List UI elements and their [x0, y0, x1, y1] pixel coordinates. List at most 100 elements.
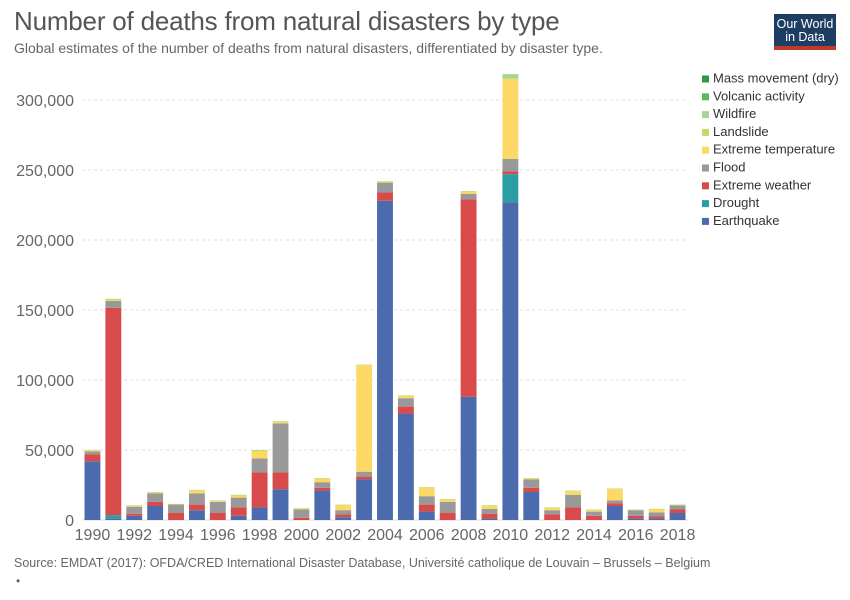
bar-segment-landslide-1996[interactable]: [209, 500, 226, 502]
bar-segment-extreme-weather-2013[interactable]: [565, 507, 582, 520]
bar-segment-extreme-temperature-2004[interactable]: [377, 181, 393, 183]
bar-segment-flood-2008[interactable]: [460, 193, 477, 200]
legend-label[interactable]: Landslide: [713, 124, 769, 139]
bar-segment-flood-1993[interactable]: [147, 493, 164, 502]
bar-segment-flood-1999[interactable]: [272, 423, 289, 473]
bar-segment-landslide-1999[interactable]: [272, 421, 289, 422]
legend-label[interactable]: Extreme temperature: [713, 142, 835, 157]
bar-segment-extreme-weather-1994[interactable]: [168, 513, 184, 520]
bar-segment-earthquake-1998[interactable]: [251, 507, 268, 520]
bar-segment-flood-2004[interactable]: [377, 182, 393, 193]
bar-segment-extreme-weather-2000[interactable]: [293, 517, 310, 520]
bar-segment-landslide-2006[interactable]: [418, 487, 435, 488]
bar-segment-extreme-temperature-2000[interactable]: [293, 508, 310, 510]
bar-segment-extreme-temperature-2011[interactable]: [523, 478, 540, 480]
bar-segment-flood-2003[interactable]: [356, 471, 373, 477]
bar-segment-flood-2010[interactable]: [502, 158, 519, 172]
bar-segment-extreme-weather-1990[interactable]: [84, 454, 101, 462]
bar-segment-flood-2015[interactable]: [606, 500, 623, 504]
bar-segment-landslide-1992[interactable]: [126, 505, 143, 506]
bar-segment-flood-1996[interactable]: [209, 501, 226, 513]
legend-label[interactable]: Volcanic activity: [713, 88, 805, 103]
bar-segment-landslide-2017[interactable]: [648, 508, 665, 510]
bar-segment-flood-2006[interactable]: [418, 496, 435, 505]
bar-segment-flood-2018[interactable]: [669, 505, 686, 510]
bar-segment-extreme-temperature-2009[interactable]: [481, 506, 498, 509]
bar-segment-landslide-2002[interactable]: [335, 504, 352, 506]
bar-segment-extreme-weather-2007[interactable]: [439, 513, 456, 520]
bar-segment-extreme-temperature-2008[interactable]: [460, 191, 477, 194]
bar-segment-flood-1998[interactable]: [251, 458, 268, 473]
bar-segment-extreme-weather-2001[interactable]: [314, 487, 331, 491]
bar-segment-flood-1994[interactable]: [168, 504, 184, 513]
bar-segment-flood-1997[interactable]: [230, 497, 247, 508]
bar-segment-landslide-2005[interactable]: [397, 395, 414, 397]
bar-segment-extreme-temperature-2012[interactable]: [544, 508, 561, 511]
bar-segment-extreme-temperature-1993[interactable]: [147, 492, 164, 494]
bar-segment-extreme-weather-1996[interactable]: [209, 513, 226, 520]
bar-segment-extreme-temperature-2001[interactable]: [314, 478, 331, 483]
bar-segment-extreme-weather-2014[interactable]: [586, 515, 602, 520]
legend-label[interactable]: Mass movement (dry): [713, 71, 839, 86]
bar-segment-extreme-temperature-2013[interactable]: [565, 491, 582, 495]
bar-segment-extreme-weather-1993[interactable]: [147, 501, 164, 506]
bar-segment-earthquake-2001[interactable]: [314, 490, 331, 520]
bar-segment-earthquake-2015[interactable]: [606, 506, 623, 520]
bar-segment-landslide-1991[interactable]: [105, 298, 122, 301]
bar-segment-extreme-weather-2010[interactable]: [502, 171, 519, 175]
bar-segment-earthquake-2008[interactable]: [460, 396, 477, 520]
bar-segment-landslide-1990[interactable]: [84, 450, 101, 451]
bar-segment-extreme-temperature-2005[interactable]: [397, 396, 414, 399]
bar-segment-earthquake-2016[interactable]: [627, 518, 644, 520]
bar-segment-extreme-temperature-1998[interactable]: [251, 451, 268, 459]
bar-segment-landslide-2013[interactable]: [565, 490, 582, 492]
bar-segment-landslide-2015[interactable]: [606, 488, 623, 490]
bar-segment-extreme-temperature-2015[interactable]: [606, 489, 623, 501]
bar-segment-extreme-weather-2004[interactable]: [377, 192, 393, 201]
bar-segment-landslide-2003[interactable]: [356, 364, 373, 366]
bar-segment-extreme-weather-2018[interactable]: [669, 509, 686, 514]
bar-segment-landslide-2008[interactable]: [460, 191, 477, 192]
bar-segment-earthquake-2002[interactable]: [335, 517, 352, 520]
bar-segment-flood-2012[interactable]: [544, 510, 561, 515]
bar-segment-flood-2005[interactable]: [397, 398, 414, 407]
bar-segment-flood-1995[interactable]: [188, 493, 205, 505]
bar-segment-landslide-2004[interactable]: [377, 181, 393, 182]
bar-segment-earthquake-2005[interactable]: [397, 413, 414, 520]
bar-segment-extreme-weather-1999[interactable]: [272, 472, 289, 490]
bar-segment-landslide-2007[interactable]: [439, 499, 456, 500]
bar-segment-earthquake-1991[interactable]: [105, 518, 122, 520]
bar-segment-extreme-temperature-1995[interactable]: [188, 490, 205, 494]
bar-segment-earthquake-2004[interactable]: [377, 200, 393, 521]
bar-segment-extreme-weather-1995[interactable]: [188, 504, 205, 511]
bar-segment-earthquake-1992[interactable]: [126, 515, 143, 520]
bar-segment-earthquake-2011[interactable]: [523, 492, 540, 520]
bar-segment-extreme-weather-2006[interactable]: [418, 504, 435, 512]
bar-segment-drought-1991[interactable]: [105, 515, 122, 519]
bar-segment-earthquake-2006[interactable]: [418, 511, 435, 520]
bar-segment-flood-2001[interactable]: [314, 482, 331, 488]
bar-segment-extreme-temperature-2010[interactable]: [502, 79, 519, 159]
legend-label[interactable]: Earthquake: [713, 213, 780, 228]
bar-segment-landslide-2010[interactable]: [502, 78, 519, 79]
bar-segment-earthquake-1997[interactable]: [230, 515, 247, 520]
bar-segment-extreme-weather-2008[interactable]: [460, 199, 477, 397]
bar-segment-landslide-2018[interactable]: [669, 504, 686, 506]
bar-segment-drought-2010[interactable]: [502, 174, 519, 203]
bar-segment-landslide-2016[interactable]: [627, 509, 644, 511]
bar-segment-extreme-weather-2005[interactable]: [397, 406, 414, 414]
bar-segment-flood-2013[interactable]: [565, 494, 582, 508]
bar-segment-flood-2007[interactable]: [439, 501, 456, 513]
bar-segment-landslide-1994[interactable]: [168, 503, 184, 505]
bar-segment-flood-2011[interactable]: [523, 479, 540, 488]
bar-segment-extreme-temperature-2014[interactable]: [586, 510, 602, 512]
bar-segment-flood-2017[interactable]: [648, 512, 665, 517]
bar-segment-extreme-weather-2012[interactable]: [544, 514, 561, 520]
bar-segment-flood-2000[interactable]: [293, 509, 310, 518]
bar-segment-earthquake-1995[interactable]: [188, 510, 205, 520]
bar-segment-extreme-temperature-2006[interactable]: [418, 487, 435, 497]
bar-segment-earthquake-2017[interactable]: [648, 518, 665, 520]
bar-segment-extreme-temperature-1997[interactable]: [230, 495, 247, 498]
bar-segment-landslide-2000[interactable]: [293, 508, 310, 509]
bar-segment-earthquake-2003[interactable]: [356, 479, 373, 520]
